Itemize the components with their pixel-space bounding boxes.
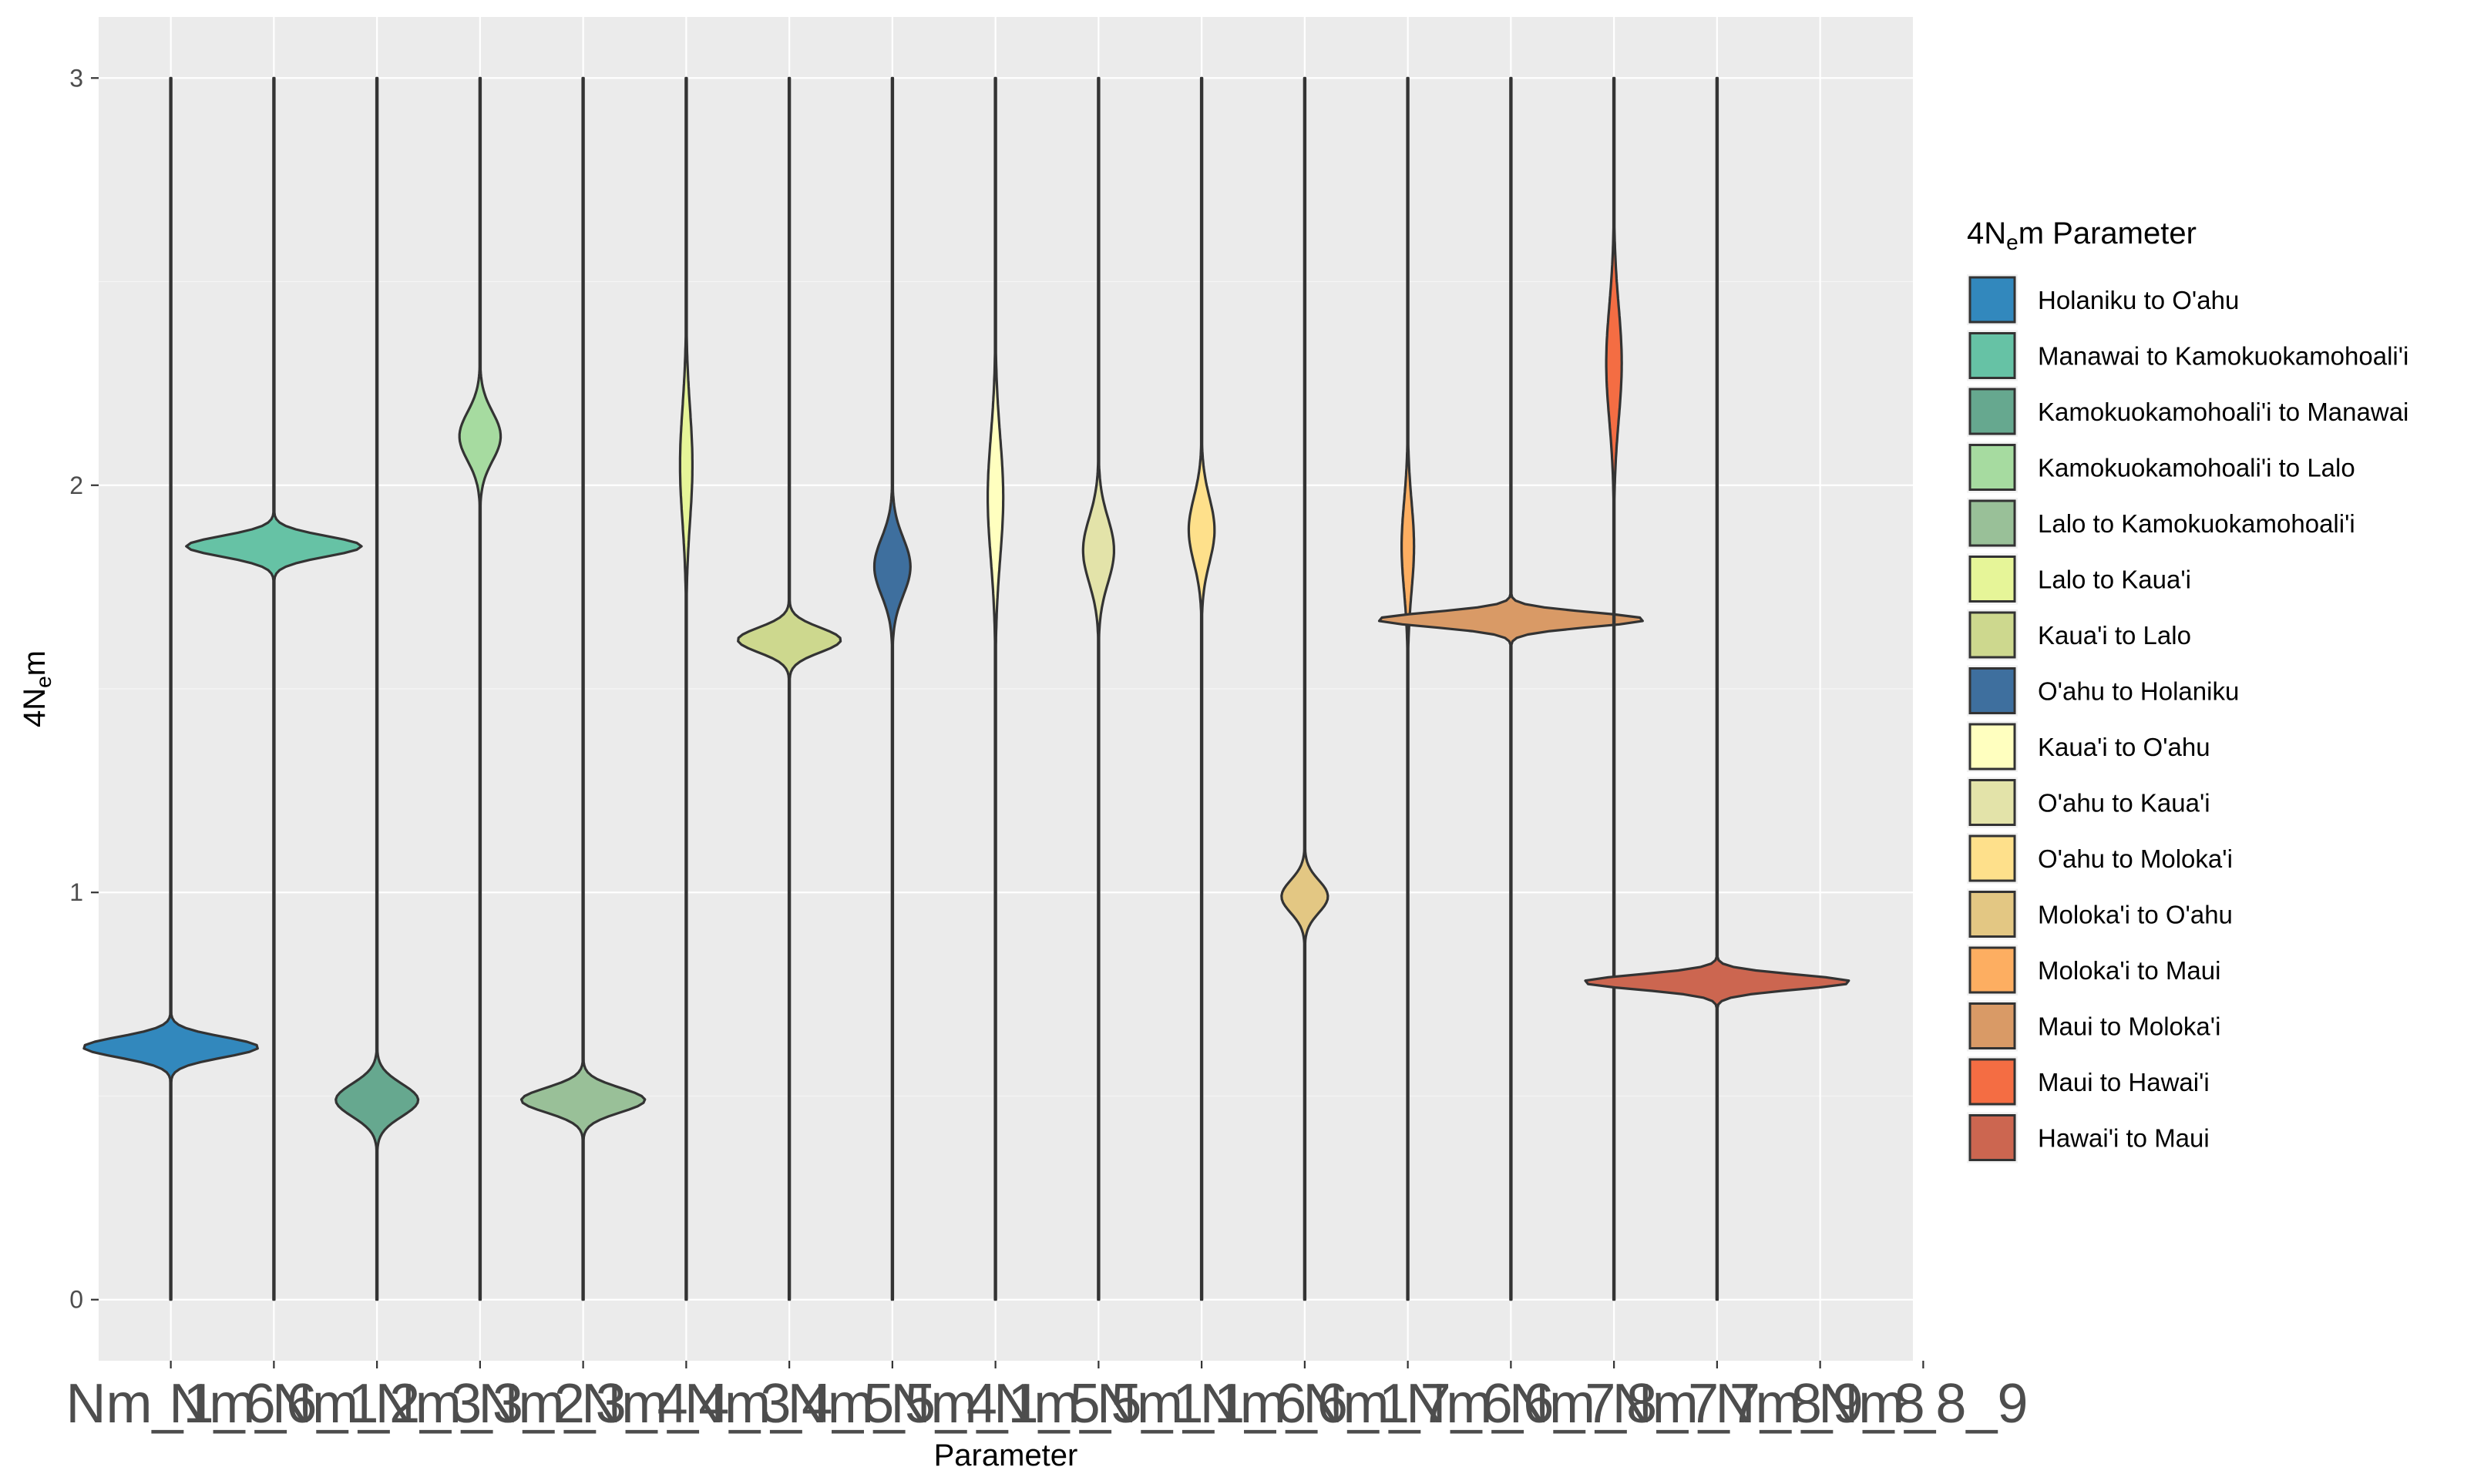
legend-swatch bbox=[1968, 946, 2016, 994]
x-tick-label: Nm_5_4 bbox=[788, 1373, 997, 1435]
x-tick-label: Nm_7_8 bbox=[1612, 1373, 1822, 1435]
legend-label: Kaua'i to Lalo bbox=[2038, 621, 2191, 650]
x-tick-label: Nm_4_3 bbox=[581, 1373, 791, 1435]
legend-items: Holaniku to O'ahu Manawai to Kamokuokamoh… bbox=[1967, 274, 2408, 1163]
x-tick-label: Nm_6_1 bbox=[169, 1373, 378, 1435]
violin bbox=[678, 76, 694, 1301]
violin bbox=[334, 76, 420, 1301]
y-tick-label: 1 bbox=[69, 878, 83, 906]
violin bbox=[185, 76, 363, 1301]
x-tick-label: Nm_5_1 bbox=[993, 1373, 1203, 1435]
legend-label: Manawai to Kamokuokamohoali'i bbox=[2038, 342, 2408, 371]
violin bbox=[1400, 76, 1416, 1301]
legend-swatch bbox=[1968, 1114, 2016, 1161]
legend-label: Maui to Moloka'i bbox=[2038, 1012, 2220, 1041]
legend-swatch bbox=[1968, 779, 2016, 826]
legend-label: O'ahu to Holaniku bbox=[2038, 677, 2239, 706]
violin bbox=[1187, 76, 1216, 1301]
x-tick-label: Nm_4_5 bbox=[684, 1373, 894, 1435]
legend-label: Moloka'i to O'ahu bbox=[2038, 901, 2233, 929]
violin bbox=[872, 76, 912, 1301]
violin bbox=[987, 76, 1005, 1301]
x-axis: Nm_1_6Nm_6_1Nm_2_3Nm_3_2Nm_3_4Nm_4_3Nm_4… bbox=[66, 1361, 2028, 1435]
legend-swatch bbox=[1968, 611, 2016, 659]
legend-swatch bbox=[1968, 723, 2016, 771]
x-tick-label: Nm_1_5 bbox=[891, 1373, 1101, 1435]
x-tick-label: Nm_6_7 bbox=[1406, 1373, 1615, 1435]
legend-label: O'ahu to Moloka'i bbox=[2038, 844, 2233, 873]
y-tick-label: 2 bbox=[69, 472, 83, 499]
legend-label: Kamokuokamohoali'i to Lalo bbox=[2038, 454, 2355, 482]
violin bbox=[519, 76, 647, 1301]
legend-swatch bbox=[1968, 891, 2016, 938]
legend-swatch bbox=[1968, 556, 2016, 603]
x-tick-label: Nm_1_6 bbox=[1097, 1373, 1306, 1435]
legend: 4Nem Parameter Holaniku to O'ahu Manawai … bbox=[1967, 217, 2408, 1163]
violin bbox=[1377, 76, 1644, 1301]
legend-label: Maui to Hawai'i bbox=[2038, 1068, 2210, 1096]
violin bbox=[1584, 76, 1850, 1301]
legend-label: Lalo to Kamokuokamohoali'i bbox=[2038, 509, 2355, 538]
violin bbox=[1605, 76, 1623, 1301]
violin bbox=[458, 76, 503, 1301]
y-tick-label: 3 bbox=[69, 64, 83, 92]
legend-swatch bbox=[1968, 276, 2016, 324]
violin bbox=[737, 76, 842, 1301]
violin bbox=[82, 76, 259, 1301]
x-tick-label: Nm_7_6 bbox=[1303, 1373, 1513, 1435]
legend-swatch bbox=[1968, 1002, 2016, 1049]
legend-swatch bbox=[1968, 388, 2016, 435]
x-tick-label: Nm_1_6 bbox=[66, 1373, 276, 1435]
x-tick-label: Nm_8_7 bbox=[1509, 1373, 1719, 1435]
y-tick-label: 0 bbox=[69, 1286, 83, 1314]
legend-swatch bbox=[1968, 499, 2016, 547]
legend-swatch bbox=[1968, 444, 2016, 491]
legend-label: Hawai'i to Maui bbox=[2038, 1124, 2210, 1153]
violin bbox=[1280, 76, 1329, 1301]
x-axis-title: Parameter bbox=[934, 1439, 1078, 1472]
legend-title: 4Nem Parameter bbox=[1967, 217, 2197, 254]
y-axis-title: 4Nem bbox=[18, 650, 55, 727]
x-tick-label: Nm_2_3 bbox=[272, 1373, 482, 1435]
y-axis: 0 1 2 3 bbox=[69, 64, 99, 1314]
legend-swatch bbox=[1968, 834, 2016, 882]
legend-label: O'ahu to Kaua'i bbox=[2038, 789, 2210, 818]
legend-label: Holaniku to O'ahu bbox=[2038, 286, 2239, 314]
x-tick-label: Nm_8_9 bbox=[1818, 1373, 2028, 1435]
legend-swatch bbox=[1968, 1058, 2016, 1106]
legend-swatch bbox=[1968, 667, 2016, 714]
x-tick-label: Nm_6_1 bbox=[1200, 1373, 1410, 1435]
legend-swatch bbox=[1968, 332, 2016, 379]
legend-label: Moloka'i to Maui bbox=[2038, 956, 2220, 985]
x-tick-label: Nm_3_4 bbox=[479, 1373, 688, 1435]
legend-label: Kaua'i to O'ahu bbox=[2038, 733, 2210, 761]
legend-label: Kamokuokamohoali'i to Manawai bbox=[2038, 398, 2408, 426]
x-tick-label: Nm_9_8 bbox=[1716, 1373, 1925, 1435]
violin bbox=[1081, 76, 1115, 1301]
violin-layer bbox=[82, 76, 1850, 1301]
x-tick-label: Nm_3_2 bbox=[375, 1373, 585, 1435]
legend-label: Lalo to Kaua'i bbox=[2038, 566, 2191, 594]
